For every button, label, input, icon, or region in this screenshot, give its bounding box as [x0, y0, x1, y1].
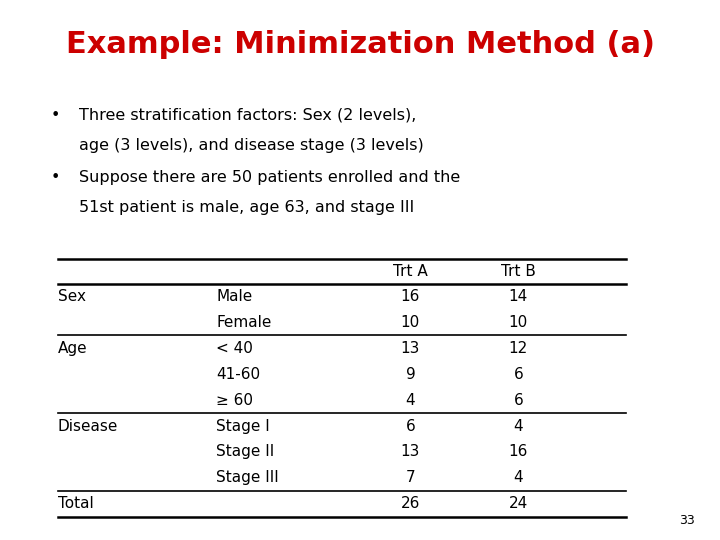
- Text: 13: 13: [401, 444, 420, 460]
- Text: 7: 7: [405, 470, 415, 485]
- Text: Sex: Sex: [58, 289, 86, 304]
- Text: 6: 6: [513, 393, 523, 408]
- Text: 14: 14: [509, 289, 528, 304]
- Text: ≥ 60: ≥ 60: [216, 393, 253, 408]
- Text: Disease: Disease: [58, 418, 118, 434]
- Text: Stage III: Stage III: [216, 470, 279, 485]
- Text: 4: 4: [405, 393, 415, 408]
- Text: 10: 10: [401, 315, 420, 330]
- Text: •: •: [50, 170, 60, 185]
- Text: 10: 10: [509, 315, 528, 330]
- Text: 16: 16: [509, 444, 528, 460]
- Text: Female: Female: [216, 315, 271, 330]
- Text: 41-60: 41-60: [216, 367, 260, 382]
- Text: 33: 33: [679, 514, 695, 526]
- Text: < 40: < 40: [216, 341, 253, 356]
- Text: 12: 12: [509, 341, 528, 356]
- Text: Male: Male: [216, 289, 252, 304]
- Text: Age: Age: [58, 341, 87, 356]
- Text: Trt B: Trt B: [501, 264, 536, 279]
- Text: 4: 4: [513, 470, 523, 485]
- Text: 13: 13: [401, 341, 420, 356]
- Text: 6: 6: [405, 418, 415, 434]
- Text: 16: 16: [401, 289, 420, 304]
- Text: 6: 6: [513, 367, 523, 382]
- Text: Total: Total: [58, 496, 94, 511]
- Text: Suppose there are 50 patients enrolled and the: Suppose there are 50 patients enrolled a…: [79, 170, 461, 185]
- Text: Stage II: Stage II: [216, 444, 274, 460]
- Text: 4: 4: [513, 418, 523, 434]
- Text: 51st patient is male, age 63, and stage III: 51st patient is male, age 63, and stage …: [79, 200, 415, 215]
- Text: 9: 9: [405, 367, 415, 382]
- Text: 24: 24: [509, 496, 528, 511]
- Text: 26: 26: [401, 496, 420, 511]
- Text: Three stratification factors: Sex (2 levels),: Three stratification factors: Sex (2 lev…: [79, 108, 417, 123]
- Text: Trt A: Trt A: [393, 264, 428, 279]
- Text: •: •: [50, 108, 60, 123]
- Text: Stage I: Stage I: [216, 418, 270, 434]
- Text: Example: Minimization Method (a): Example: Minimization Method (a): [66, 30, 654, 59]
- Text: age (3 levels), and disease stage (3 levels): age (3 levels), and disease stage (3 lev…: [79, 138, 424, 153]
